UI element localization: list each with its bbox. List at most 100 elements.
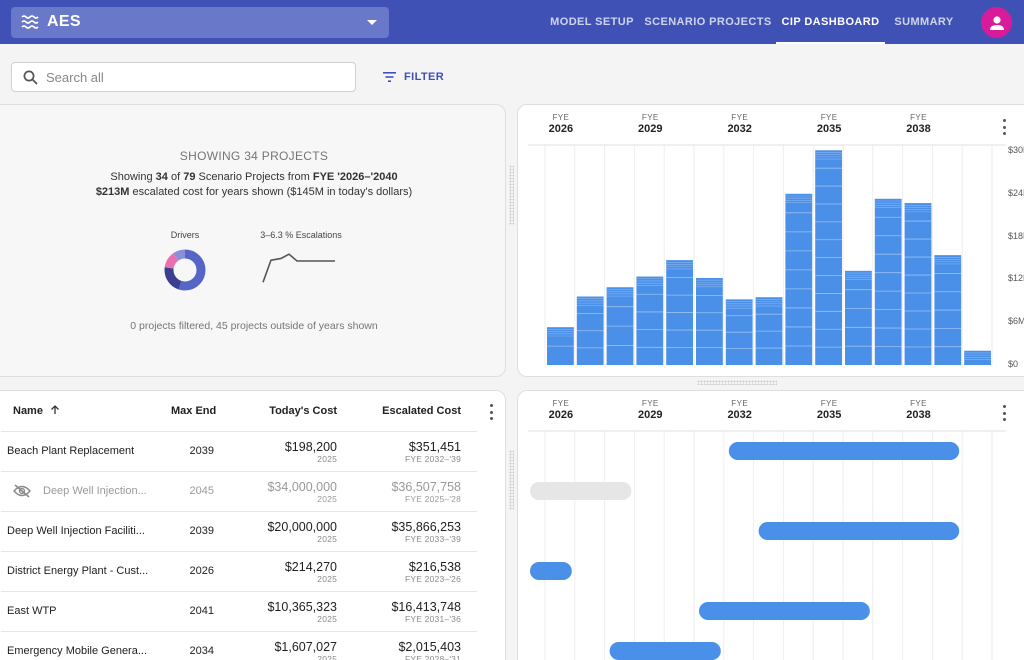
project-name: Beach Plant Replacement bbox=[7, 445, 135, 457]
table-options-icon[interactable] bbox=[486, 404, 496, 420]
app-selector[interactable]: AES bbox=[11, 7, 389, 38]
escalated-cost-value: $2,015,403 bbox=[398, 640, 461, 654]
y-tick-label: $24M bbox=[1008, 187, 1024, 198]
table-row[interactable]: District Energy Plant - Cust... 2026 $214,… bbox=[1, 551, 477, 591]
bar bbox=[696, 277, 723, 365]
todays-cost-value: $1,607,027 bbox=[274, 640, 337, 654]
bar-rect bbox=[964, 350, 991, 365]
search-field[interactable] bbox=[11, 62, 356, 92]
column-resize-handle-2[interactable] bbox=[509, 450, 514, 510]
table-row[interactable]: Deep Well Injection... 2045 $34,000,000 202… bbox=[1, 471, 477, 511]
bar-rect bbox=[725, 299, 753, 365]
column-header-name[interactable]: Name bbox=[13, 405, 60, 417]
drivers-label: Drivers bbox=[170, 230, 200, 240]
timeline-options-icon[interactable] bbox=[999, 405, 1009, 421]
bar-rect bbox=[696, 277, 723, 365]
bar bbox=[666, 260, 693, 365]
column-header-todays-cost[interactable]: Today's Cost bbox=[269, 405, 337, 417]
timeline-bar bbox=[530, 562, 572, 580]
filter-button[interactable]: FILTER bbox=[383, 66, 444, 88]
max-end-value: 2034 bbox=[189, 645, 214, 657]
todays-cost-year: 2025 bbox=[317, 454, 337, 464]
escalated-cost-range: FYE 2023–'26 bbox=[404, 574, 461, 584]
x-tick-label: FYE 2026 bbox=[548, 399, 574, 421]
more-options-icon[interactable] bbox=[999, 119, 1009, 135]
column-header-escalated-cost[interactable]: Escalated Cost bbox=[382, 405, 461, 417]
bar-rect bbox=[845, 270, 872, 365]
bar-rect bbox=[576, 296, 604, 365]
x-tick-label: FYE 2026 bbox=[548, 113, 574, 135]
bar bbox=[815, 150, 842, 365]
bar bbox=[934, 255, 962, 365]
todays-cost-year: 2025 bbox=[317, 614, 337, 624]
table-row[interactable]: Emergency Mobile Genera... 2034 $1,607,027… bbox=[1, 631, 477, 660]
escalated-cost-range: FYE 2025–'28 bbox=[404, 494, 461, 504]
todays-cost-value: $10,365,323 bbox=[267, 600, 337, 614]
bar bbox=[606, 287, 634, 365]
table-row[interactable]: East WTP 2041 $10,365,323 2025 $16,413,748 FY… bbox=[1, 591, 477, 631]
escalated-cost-range: FYE 2032–'39 bbox=[404, 454, 461, 464]
summary-title: SHOWING 34 PROJECTS bbox=[179, 149, 329, 163]
timeline-bar bbox=[728, 442, 960, 460]
column-resize-handle[interactable] bbox=[509, 165, 514, 225]
y-tick-label: $12M bbox=[1008, 273, 1024, 284]
x-tick-label: FYE 2032 bbox=[727, 113, 752, 135]
summary-cost-line: $213M escalated cost for years shown ($1… bbox=[95, 186, 413, 198]
x-tick-label: FYE 2029 bbox=[638, 113, 663, 135]
escalations-sparkline[interactable] bbox=[261, 245, 339, 297]
project-name: Deep Well Injection Faciliti... bbox=[7, 525, 145, 537]
escalated-cost-value: $16,413,748 bbox=[391, 600, 461, 614]
bar bbox=[845, 270, 872, 365]
todays-cost-value: $34,000,000 bbox=[267, 480, 337, 494]
search-input[interactable] bbox=[46, 67, 346, 87]
timeline-bar bbox=[530, 482, 632, 500]
max-end-value: 2039 bbox=[189, 525, 214, 537]
tab-model-setup[interactable]: MODEL SETUP bbox=[550, 16, 634, 28]
user-avatar[interactable] bbox=[981, 7, 1012, 38]
summary-count-line: Showing 34 of 79 Scenario Projects from … bbox=[110, 171, 398, 183]
donut-slice bbox=[164, 249, 206, 291]
waves-logo-icon bbox=[21, 15, 39, 29]
bar bbox=[964, 350, 991, 365]
timeline-chart bbox=[528, 430, 1006, 660]
table-row[interactable]: Deep Well Injection Faciliti... 2039 $20,0… bbox=[1, 511, 477, 551]
todays-cost-value: $198,200 bbox=[284, 440, 337, 454]
bar-rect bbox=[547, 327, 574, 365]
bar bbox=[874, 198, 902, 365]
y-tick-label: $30M bbox=[1008, 145, 1024, 155]
bar bbox=[547, 327, 574, 365]
project-name: Deep Well Injection... bbox=[43, 485, 147, 497]
visibility-off-icon[interactable] bbox=[13, 484, 31, 498]
x-tick-label: FYE 2038 bbox=[906, 113, 931, 135]
filter-label: FILTER bbox=[404, 71, 445, 83]
x-tick-label: FYE 2038 bbox=[906, 399, 931, 421]
todays-cost-value: $20,000,000 bbox=[267, 520, 337, 534]
top-app-bar: AES MODEL SETUP SCENARIO PROJECTS CIP DA… bbox=[0, 0, 1024, 44]
donut-slice bbox=[164, 249, 206, 291]
project-timeline-chart: FYE 2026 FYE 2029 FYE 2032 FYE 2035 FYE 2038 bbox=[517, 390, 1024, 660]
drivers-donut-chart[interactable] bbox=[163, 248, 207, 292]
project-name: District Energy Plant - Cust... bbox=[7, 565, 149, 577]
escalated-cost-value: $35,866,253 bbox=[391, 520, 461, 534]
tab-summary[interactable]: SUMMARY bbox=[894, 16, 954, 28]
escalated-cost-range: FYE 2031–'36 bbox=[404, 614, 461, 624]
bar-rect bbox=[666, 260, 693, 365]
x-tick-label: FYE 2035 bbox=[816, 399, 842, 421]
bar bbox=[904, 203, 932, 365]
filter-icon bbox=[383, 72, 396, 82]
todays-cost-value: $214,270 bbox=[284, 560, 337, 574]
escalated-cost-value: $216,538 bbox=[408, 560, 461, 574]
table-row[interactable]: Beach Plant Replacement 2039 $198,200 2025 $… bbox=[1, 431, 477, 471]
bar-rect bbox=[785, 193, 813, 365]
person-icon bbox=[989, 15, 1004, 30]
projects-table: Name Max End Today's Cost Escalated Cost… bbox=[0, 390, 506, 660]
project-name: Emergency Mobile Genera... bbox=[7, 645, 148, 657]
escalated-cost-range: FYE 2033–'39 bbox=[404, 534, 461, 544]
tab-scenario-projects[interactable]: SCENARIO PROJECTS bbox=[644, 16, 772, 28]
todays-cost-year: 2025 bbox=[317, 654, 337, 660]
bar bbox=[725, 299, 753, 365]
tab-cip-dashboard[interactable]: CIP DASHBOARD bbox=[776, 0, 885, 44]
bar-rect bbox=[934, 255, 962, 365]
column-header-max-end[interactable]: Max End bbox=[171, 405, 217, 417]
row-resize-handle[interactable] bbox=[697, 380, 777, 385]
